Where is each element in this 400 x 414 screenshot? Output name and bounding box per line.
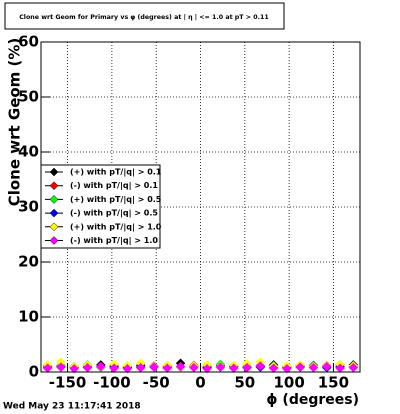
marker xyxy=(122,363,133,374)
marker xyxy=(282,363,292,374)
timestamp: Wed May 23 11:17:41 2018 xyxy=(3,402,141,412)
y-tick-label: 50 xyxy=(18,88,39,106)
y-tick-label: 10 xyxy=(18,308,39,326)
x-tick-label: -50 xyxy=(143,374,170,392)
chart-title: Clone wrt Geom for Primary vs φ (degrees… xyxy=(19,14,269,22)
y-axis-label: Clone wrt Geom (%) xyxy=(6,38,24,207)
x-tick-label: 50 xyxy=(234,374,255,392)
marker xyxy=(202,363,212,374)
marker xyxy=(255,361,266,371)
x-tick-label: 0 xyxy=(195,374,205,392)
y-tick-label: 30 xyxy=(18,198,39,216)
x-tick-label: 100 xyxy=(273,374,304,392)
y-tick-label: 60 xyxy=(18,33,39,51)
marker xyxy=(175,361,186,372)
marker xyxy=(149,362,159,372)
legend-label: (-) with pT/|q| > 0.5 xyxy=(70,209,158,218)
marker xyxy=(69,363,79,374)
marker xyxy=(215,362,226,372)
legend-label: (-) with pT/|q| > 0.1 xyxy=(70,181,158,190)
x-tick-label: 150 xyxy=(318,374,349,392)
x-tick-label: -100 xyxy=(93,374,131,392)
title-box xyxy=(4,2,285,30)
marker xyxy=(96,361,106,372)
legend-marker xyxy=(49,167,59,177)
x-tick-label: -150 xyxy=(49,374,87,392)
legend-marker xyxy=(49,222,59,232)
legend-marker xyxy=(49,195,59,204)
marker xyxy=(56,362,66,372)
y-tick-label: 40 xyxy=(18,143,39,161)
legend-label: (+) with pT/|q| > 0.5 xyxy=(70,195,162,204)
legend-label: (+) with pT/|q| > 0.1 xyxy=(70,168,162,177)
x-axis-label: ϕ (degrees) xyxy=(266,392,359,408)
legend-label: (-) with pT/|q| > 1.0 xyxy=(70,236,158,245)
legend-marker xyxy=(49,208,59,218)
marker xyxy=(322,361,332,372)
y-tick-label: 0 xyxy=(29,363,39,381)
legend-marker xyxy=(49,181,59,191)
legend-box xyxy=(40,164,161,249)
legend-label: (+) with pT/|q| > 1.0 xyxy=(70,222,162,231)
legend-marker xyxy=(49,236,59,245)
y-tick-label: 20 xyxy=(18,253,39,271)
frame xyxy=(40,41,361,373)
marker xyxy=(295,362,305,372)
